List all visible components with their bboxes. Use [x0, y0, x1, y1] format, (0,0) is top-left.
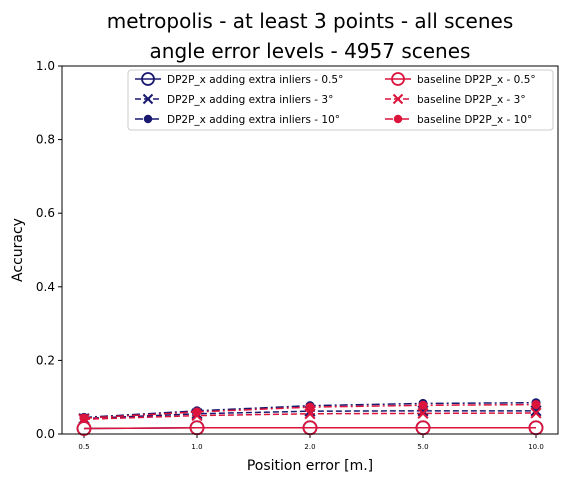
- x-tick-label: 10.0: [528, 443, 544, 451]
- legend-entry: DP2P_x adding extra inliers - 0.5°: [135, 72, 343, 86]
- y-tick-label: 0.4: [36, 280, 55, 294]
- legend-label: DP2P_x adding extra inliers - 0.5°: [167, 74, 343, 86]
- data-point: [417, 407, 429, 419]
- legend-label: DP2P_x adding extra inliers - 10°: [167, 114, 340, 126]
- x-marker: [142, 93, 154, 105]
- legend-label: DP2P_x adding extra inliers - 3°: [167, 94, 333, 106]
- chart-title-line1: metropolis - at least 3 points - all sce…: [107, 9, 514, 33]
- x-tick-label: 2.0: [304, 443, 315, 451]
- series-3: [76, 420, 544, 436]
- x-marker: [304, 408, 316, 420]
- axes-layer: 0.0 0.2 0.4 0.6 0.8 1.0 0.5 1.0 2.0 5.0 10.0: [36, 59, 544, 451]
- y-tick-label: 1.0: [36, 59, 55, 73]
- x-marker: [392, 93, 404, 105]
- filled-circle-marker: [393, 114, 403, 124]
- x-marker-stroke: [392, 93, 404, 105]
- chart-title-line2: angle error levels - 4957 scenes: [150, 39, 471, 63]
- filled-circle-marker: [418, 400, 428, 410]
- legend-entry: baseline DP2P_x - 3°: [385, 93, 526, 106]
- y-axis-label: Accuracy: [10, 218, 26, 282]
- open-circle-marker: [391, 72, 405, 86]
- legend-label: baseline DP2P_x - 0.5°: [417, 74, 536, 86]
- series-layer: [76, 398, 544, 436]
- y-tick-label: 0.6: [36, 206, 55, 220]
- legend-entry: baseline DP2P_x - 10°: [385, 114, 532, 126]
- plot-frame: [61, 65, 559, 435]
- data-point: [304, 408, 316, 420]
- legend-entry: DP2P_x adding extra inliers - 10°: [135, 114, 340, 126]
- x-marker-stroke: [530, 407, 542, 419]
- x-marker: [530, 407, 542, 419]
- y-tick-label: 0.0: [36, 427, 55, 441]
- legend-label: baseline DP2P_x - 3°: [417, 94, 526, 106]
- filled-circle-marker: [305, 402, 315, 412]
- data-point: [531, 400, 541, 410]
- x-marker: [417, 407, 429, 419]
- y-tick-label: 0.2: [36, 353, 55, 367]
- x-tick-label: 1.0: [191, 443, 202, 451]
- data-point: [79, 413, 89, 423]
- data-point: [192, 407, 202, 417]
- legend: DP2P_x adding extra inliers - 0.5° DP2P_x…: [127, 69, 554, 131]
- data-point: [305, 402, 315, 412]
- open-circle-marker: [141, 72, 155, 86]
- filled-circle-marker: [79, 413, 89, 423]
- x-marker-stroke: [417, 407, 429, 419]
- legend-label: baseline DP2P_x - 10°: [417, 114, 532, 126]
- legend-frame: [127, 69, 554, 131]
- filled-circle-marker: [143, 114, 153, 124]
- x-marker-stroke: [142, 93, 154, 105]
- data-point: [418, 400, 428, 410]
- data-point: [530, 407, 542, 419]
- x-tick-label: 5.0: [417, 443, 428, 451]
- series-5: [79, 400, 541, 423]
- x-axis-label: Position error [m.]: [247, 458, 373, 474]
- filled-circle-marker: [531, 400, 541, 410]
- y-tick-label: 0.8: [36, 133, 55, 147]
- x-marker-stroke: [304, 408, 316, 420]
- legend-entry: baseline DP2P_x - 0.5°: [385, 72, 536, 86]
- legend-entry: DP2P_x adding extra inliers - 3°: [135, 93, 333, 106]
- filled-circle-marker: [192, 407, 202, 417]
- series-line: [83, 426, 536, 430]
- x-tick-label: 0.5: [78, 443, 89, 451]
